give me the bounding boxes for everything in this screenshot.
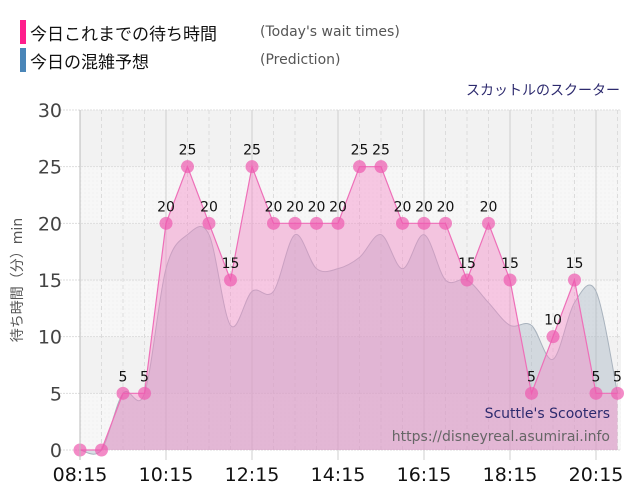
data-label: 25	[179, 143, 197, 159]
legend-label-prediction: 今日の混雑予想	[30, 52, 149, 73]
data-label: 15	[458, 256, 476, 272]
data-point	[224, 273, 237, 287]
data-label: 20	[437, 199, 455, 215]
data-label: 15	[501, 256, 519, 272]
data-label: 20	[265, 199, 283, 215]
y-tick-label: 0	[50, 440, 62, 462]
data-label: 5	[527, 369, 536, 385]
data-point	[611, 386, 624, 400]
data-label: 20	[157, 199, 175, 215]
data-label: 25	[243, 143, 261, 159]
data-label: 5	[140, 369, 149, 385]
data-point	[245, 160, 259, 174]
legend-label-today: 今日これまでの待ち時間	[30, 24, 217, 45]
data-label: 5	[592, 369, 601, 385]
legend-item-prediction: 今日の混雑予想 (Prediction)	[20, 46, 400, 74]
x-tick-label: 20:15	[569, 464, 624, 486]
today-area	[80, 164, 618, 451]
data-label: 5	[613, 369, 622, 385]
data-point	[374, 160, 388, 174]
watermark-url: https://disneyreal.asumirai.info	[392, 429, 610, 445]
legend-sub-prediction: (Prediction)	[260, 52, 341, 68]
data-point	[417, 216, 431, 230]
data-label: 25	[351, 143, 369, 159]
data-point	[202, 216, 216, 230]
data-label: 20	[329, 199, 347, 215]
legend-sub-today: (Today's wait times)	[260, 24, 400, 40]
data-point	[353, 160, 366, 174]
data-point	[138, 386, 151, 400]
y-tick-label: 25	[38, 157, 62, 179]
data-point	[116, 386, 130, 400]
data-point	[95, 443, 108, 457]
legend-item-today: 今日これまでの待ち時間 (Today's wait times)	[20, 18, 400, 46]
data-point	[439, 216, 452, 230]
plot-band	[80, 393, 621, 450]
data-points	[73, 160, 624, 457]
data-label: 15	[566, 256, 584, 272]
data-point	[181, 160, 194, 174]
data-point	[546, 330, 560, 344]
x-tick-label: 10:15	[139, 464, 194, 486]
x-tick-label: 12:15	[225, 464, 280, 486]
data-point	[396, 216, 409, 230]
data-point	[503, 273, 517, 287]
data-point	[460, 273, 474, 287]
data-point	[310, 216, 323, 230]
y-tick-label: 30	[38, 100, 62, 122]
data-point	[331, 216, 345, 230]
data-label: 20	[394, 199, 412, 215]
data-label: 20	[286, 199, 304, 215]
data-label: 20	[480, 199, 498, 215]
data-point	[482, 216, 495, 230]
data-point	[267, 216, 280, 230]
x-tick-label: 18:15	[483, 464, 538, 486]
attraction-title: スカットルのスクーター	[466, 83, 620, 99]
legend: 今日これまでの待ち時間 (Today's wait times) 今日の混雑予想…	[20, 18, 400, 74]
plot-band	[80, 280, 621, 337]
plot-band	[80, 223, 621, 280]
prediction-area	[79, 226, 618, 455]
x-tick-label: 16:15	[397, 464, 452, 486]
prediction-line	[79, 226, 618, 455]
data-label: 15	[222, 256, 240, 272]
legend-swatch-prediction	[20, 48, 26, 72]
data-point	[288, 216, 302, 230]
plot-band	[80, 336, 621, 394]
data-label: 20	[200, 199, 218, 215]
data-point	[159, 216, 173, 230]
y-tick-label: 10	[38, 327, 62, 349]
y-axis-label: 待ち時間（分）min	[10, 218, 26, 342]
y-tick-label: 15	[38, 270, 62, 292]
data-point	[525, 386, 538, 400]
data-point	[589, 386, 603, 400]
data-label: 10	[544, 313, 562, 329]
watermark-name: Scuttle's Scooters	[485, 406, 610, 422]
data-label: 20	[308, 199, 326, 215]
x-tick-label: 14:15	[311, 464, 366, 486]
plot-band	[80, 110, 621, 167]
today-line	[80, 164, 618, 451]
x-tick-label: 08:15	[53, 464, 108, 486]
y-tick-label: 20	[38, 213, 62, 235]
data-label: 5	[119, 369, 128, 385]
data-point	[568, 273, 581, 287]
data-label: 20	[415, 199, 433, 215]
prediction-fill	[80, 226, 618, 455]
data-label: 25	[372, 143, 390, 159]
y-tick-label: 5	[50, 383, 62, 405]
legend-swatch-today	[20, 20, 26, 44]
axes: 0 5 10 15 20 25 30 08:15 10:15 12:15 14:15 16:15 18:…	[38, 100, 624, 486]
